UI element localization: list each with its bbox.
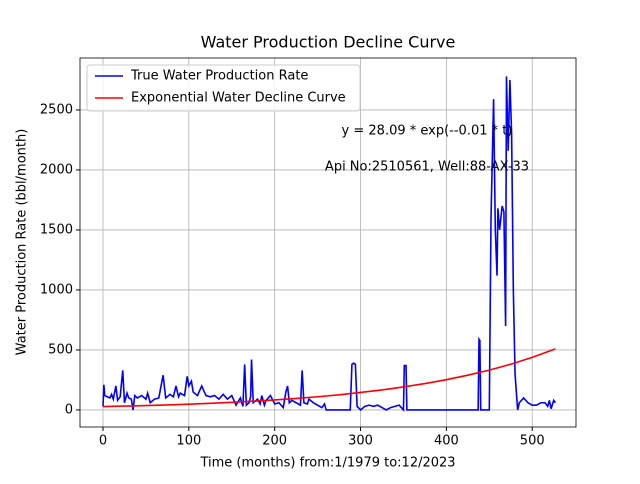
y-axis-label: Water Production Rate (bbl/month) xyxy=(15,129,30,356)
axes-frame xyxy=(79,57,577,428)
x-axis-label: Time (months) from:1/1979 to:12/2023 xyxy=(199,456,455,471)
y-tick-label: 1000 xyxy=(40,282,73,297)
y-tick-label: 500 xyxy=(48,342,73,357)
chart-title: Water Production Decline Curve xyxy=(201,33,456,52)
legend-box xyxy=(86,64,361,112)
x-tick-label: 300 xyxy=(348,434,373,449)
data-line xyxy=(102,76,557,413)
x-tick-label: 400 xyxy=(434,434,459,449)
legend-label: True Water Production Rate xyxy=(130,69,308,84)
annotation: y = 28.09 * exp(--0.01 * t) xyxy=(342,124,513,139)
x-tick-label: 0 xyxy=(99,434,107,449)
x-tick-label: 100 xyxy=(176,434,201,449)
y-tick-label: 2500 xyxy=(40,102,73,117)
y-tick-label: 2000 xyxy=(40,162,73,177)
x-tick-label: 200 xyxy=(262,434,287,449)
annotation: Api No:2510561, Well:88-AX-33 xyxy=(325,160,529,175)
y-tick-label: 0 xyxy=(65,402,73,417)
legend-label: Exponential Water Decline Curve xyxy=(131,91,346,106)
x-tick-label: 500 xyxy=(520,434,545,449)
y-tick-label: 1500 xyxy=(40,222,73,237)
data-line xyxy=(102,348,556,408)
